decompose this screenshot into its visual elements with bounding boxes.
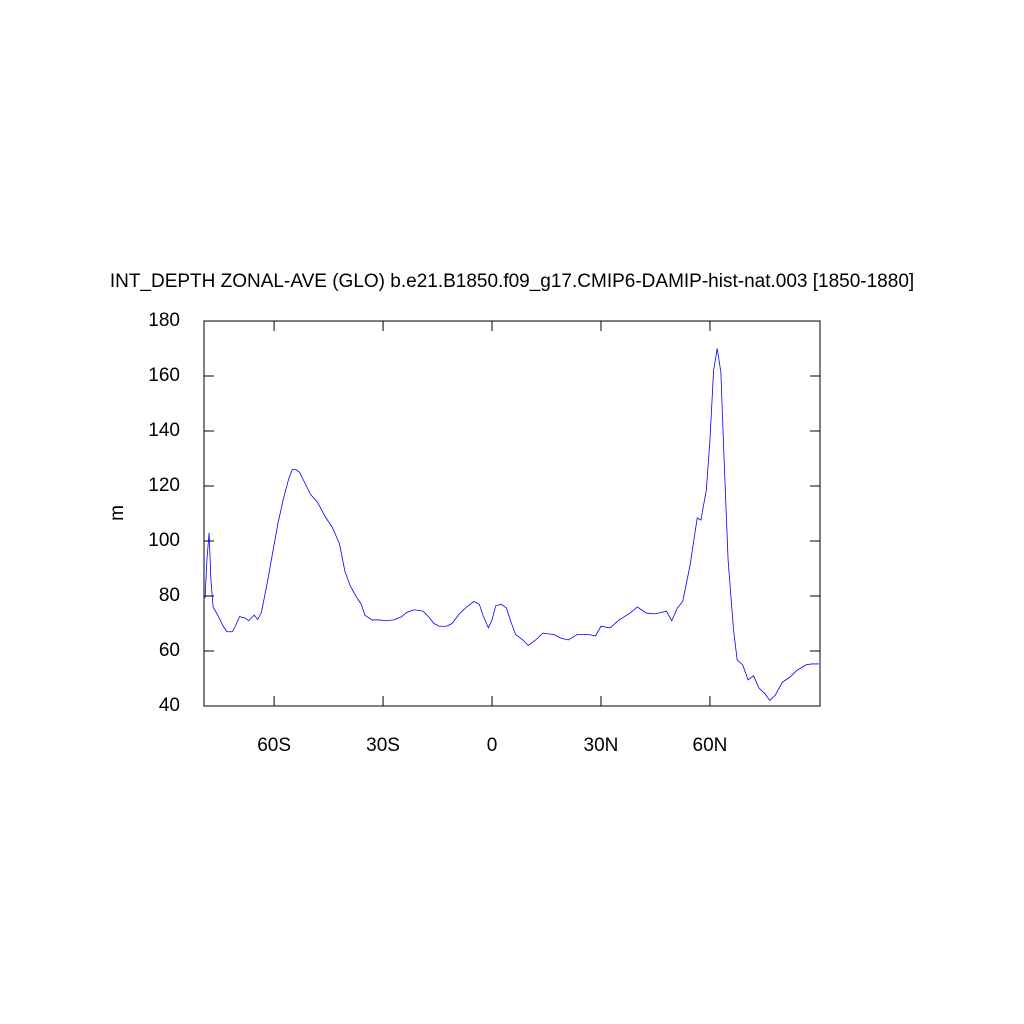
y-tick-label: 60 bbox=[159, 640, 180, 661]
x-tick-label: 60S bbox=[257, 735, 291, 756]
x-tick-label: 60N bbox=[693, 735, 728, 756]
y-tick-label: 100 bbox=[148, 530, 180, 551]
y-tick-label: 120 bbox=[148, 475, 180, 496]
x-tick-label: 30N bbox=[584, 735, 619, 756]
chart-title: INT_DEPTH ZONAL-AVE (GLO) b.e21.B1850.f0… bbox=[110, 271, 914, 292]
y-tick-label: 180 bbox=[148, 310, 180, 331]
data-line bbox=[204, 348, 819, 702]
y-tick-label: 160 bbox=[148, 365, 180, 386]
plot-frame bbox=[203, 320, 821, 707]
x-tick-label: 30S bbox=[366, 735, 400, 756]
y-tick-label: 80 bbox=[159, 585, 180, 606]
y-axis-label: m bbox=[107, 505, 128, 521]
y-tick-label: 140 bbox=[148, 420, 180, 441]
y-tick-label: 40 bbox=[159, 695, 180, 716]
x-tick-label: 0 bbox=[487, 735, 498, 756]
